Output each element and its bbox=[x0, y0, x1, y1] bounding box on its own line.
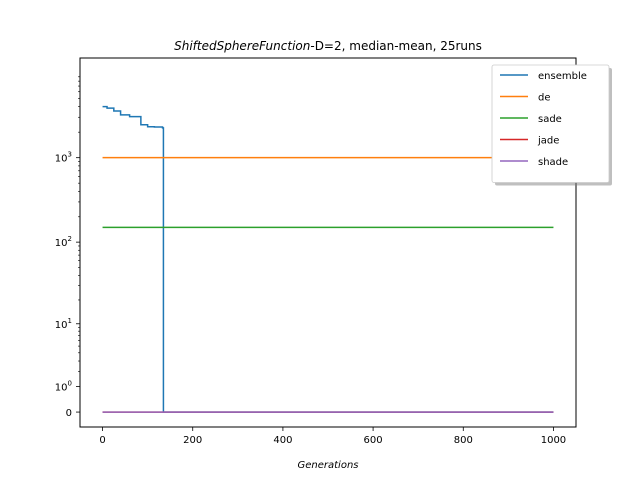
plot-area bbox=[102, 105, 554, 413]
series-line-ensemble bbox=[102, 105, 554, 413]
legend-label-ensemble: ensemble bbox=[538, 71, 587, 82]
x-tick-label: 0 bbox=[99, 435, 105, 446]
legend-label-sade: sade bbox=[538, 114, 562, 125]
y-axis: 0 100 101 102 103 bbox=[55, 76, 80, 419]
y-tick-label: 101 bbox=[55, 317, 72, 331]
x-axis-label: Generations bbox=[298, 460, 359, 471]
y-tick-label: 102 bbox=[55, 235, 72, 249]
legend: ensemble de sade jade shade bbox=[491, 64, 612, 186]
y-tick-label: 100 bbox=[55, 380, 72, 394]
x-tick-label: 800 bbox=[454, 435, 473, 446]
legend-label-de: de bbox=[538, 93, 551, 104]
x-tick-label: 1000 bbox=[541, 435, 566, 446]
x-tick-label: 200 bbox=[183, 435, 202, 446]
x-tick-label: 600 bbox=[364, 435, 383, 446]
chart-title-italic: ShiftedSphereFunction bbox=[174, 39, 310, 53]
legend-box bbox=[491, 64, 610, 183]
y-tick-label: 0 bbox=[66, 408, 72, 419]
y-tick-label: 103 bbox=[55, 151, 72, 165]
chart-title-rest: -D=2, median-mean, 25runs bbox=[310, 39, 482, 53]
legend-label-jade: jade bbox=[537, 136, 559, 147]
x-tick-label: 400 bbox=[273, 435, 292, 446]
chart-title: ShiftedSphereFunction-D=2, median-mean, … bbox=[174, 39, 482, 53]
legend-label-shade: shade bbox=[538, 157, 568, 168]
x-axis: 0 200 400 600 800 1000 bbox=[99, 427, 566, 446]
